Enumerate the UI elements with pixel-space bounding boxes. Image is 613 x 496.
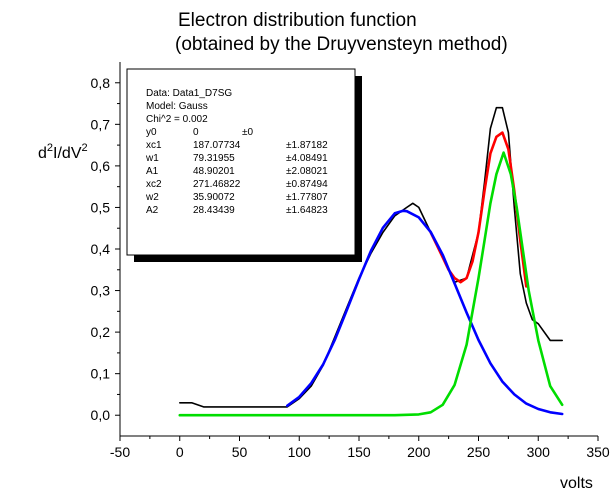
fit-legend-model: Model: Gauss (146, 101, 208, 112)
x-tick-label: 350 (586, 444, 610, 460)
series-layer (178, 106, 564, 417)
x-axis-title: volts (560, 475, 593, 492)
y-tick-label: 0,5 (91, 199, 111, 215)
chart-title-line-2: (obtained by the Druyvensteyn method) (175, 34, 508, 55)
fit-param-value: 0 (193, 127, 199, 138)
fit-param-error: ±1.77807 (286, 192, 328, 203)
y-tick-label: 0,4 (91, 241, 111, 257)
y-axis-title-sup1: 2 (47, 142, 53, 154)
y-tick-label: 0,6 (91, 158, 111, 174)
fit-param-error: ±1.87182 (286, 140, 328, 151)
fit-param-value: 48.90201 (193, 166, 235, 177)
x-tick-label: 200 (407, 444, 431, 460)
y-tick-label: 0,3 (91, 283, 111, 299)
y-axis-title: d2I/dV2 (38, 142, 88, 162)
fit-param-name: A2 (146, 205, 159, 216)
y-tick-label: 0,7 (91, 116, 111, 132)
fit-param-value: 187.07734 (193, 140, 241, 151)
fit-param-name: xc2 (146, 179, 162, 190)
fit-legend-box (126, 68, 356, 256)
fit-param-error: ±4.08491 (286, 153, 328, 164)
chart-title-line-1: Electron distribution function (178, 10, 417, 31)
y-axis-title-mid: I/dV (53, 145, 82, 162)
x-tick-label: 150 (347, 444, 371, 460)
y-tick-label: 0,0 (91, 407, 111, 423)
x-tick-label: 250 (467, 444, 491, 460)
y-axis-title-sup2: 2 (82, 142, 88, 154)
chart-title: Electron distribution function (obtained… (175, 10, 508, 55)
y-tick-label: 0,2 (91, 324, 111, 340)
x-tick-label: 100 (288, 444, 312, 460)
x-tick-label: -50 (110, 444, 130, 460)
fit-param-name: w2 (145, 192, 159, 203)
y-tick-label: 0,1 (91, 366, 111, 382)
x-tick-label: 50 (232, 444, 248, 460)
fit-param-error: ±2.08021 (286, 166, 328, 177)
y-axis-title-d: d (38, 145, 47, 162)
gauss-peak-2-curve (178, 151, 564, 417)
fit-param-value: 271.46822 (193, 179, 241, 190)
fit-param-name: A1 (146, 166, 159, 177)
fit-param-error: ±0.87494 (286, 179, 328, 190)
fit-param-value: 35.90072 (193, 192, 235, 203)
fit-param-value: 79.31955 (193, 153, 235, 164)
x-tick-label: 0 (176, 444, 184, 460)
x-tick-label: 300 (527, 444, 551, 460)
fit-param-name: w1 (145, 153, 159, 164)
fit-param-name: y0 (146, 127, 157, 138)
fit-param-error: ±1.64823 (286, 205, 328, 216)
fit-param-name: xc1 (146, 140, 162, 151)
y-axis-label: d2I/dV2 (38, 142, 88, 162)
fit-legend-data: Data: Data1_D7SG (146, 88, 232, 99)
fit-legend: Data: Data1_D7SG Model: Gauss Chi^2 = 0.… (126, 68, 362, 262)
axes: -50 0 50 100 150 200 250 300 350 0,0 0,1 0,2 0,3 0,4 0… (91, 62, 610, 460)
fit-param-error: ±0 (242, 127, 253, 138)
fit-param-value: 28.43439 (193, 205, 235, 216)
fit-legend-chi: Chi^2 = 0.002 (146, 114, 208, 125)
x-axis-label: volts (560, 475, 593, 492)
y-tick-label: 0,8 (91, 75, 111, 91)
fit-legend-params: y0 0 ±0 xc1 187.07734 ±1.87182 w1 79.31955 ±4.08… (145, 127, 328, 216)
gauss-peak-1-curve (285, 209, 564, 416)
